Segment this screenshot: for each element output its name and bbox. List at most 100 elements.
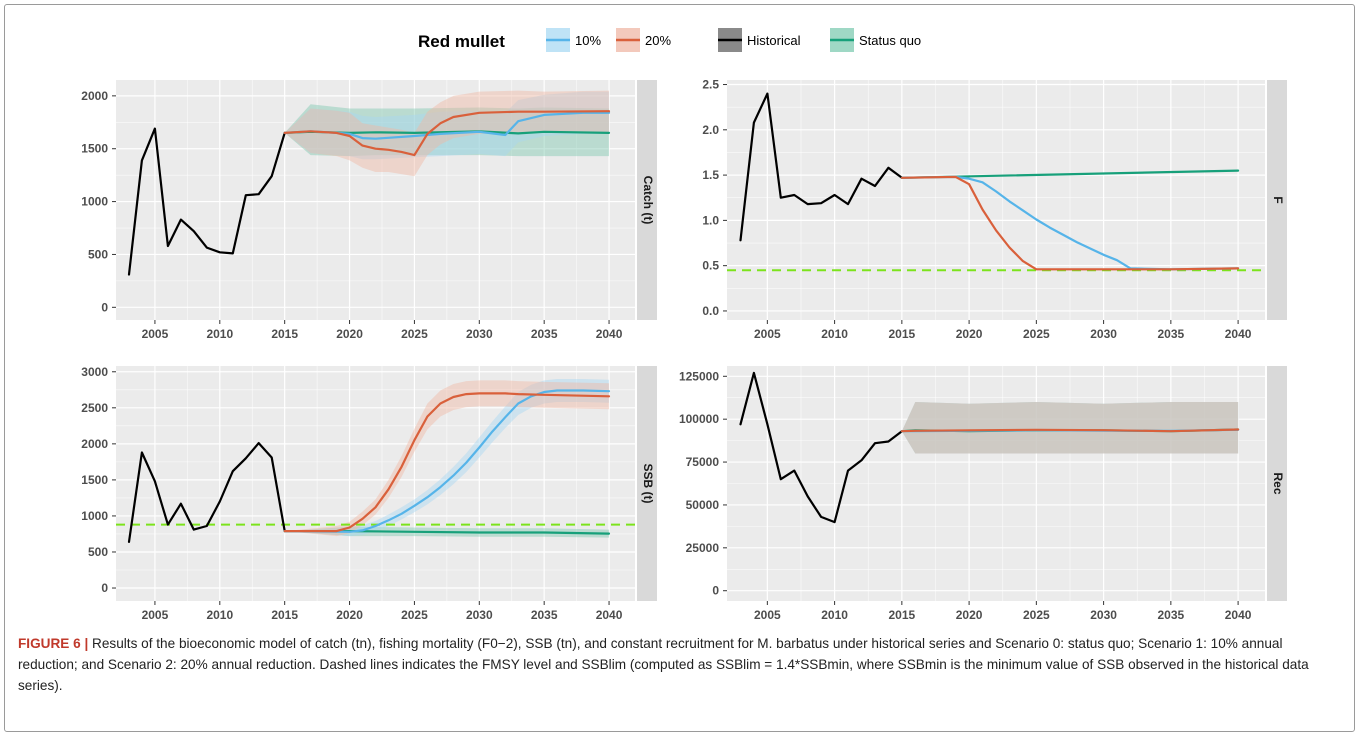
strip-label: Catch (t) <box>641 176 655 225</box>
legend-label-status-quo: Status quo <box>859 33 921 48</box>
legend-item-status-quo: Status quo <box>830 28 921 52</box>
x-tick-label: 2005 <box>754 608 781 622</box>
x-tick-label: 2015 <box>271 327 298 341</box>
y-tick-label: 1500 <box>81 473 108 487</box>
series-lines <box>739 371 1240 524</box>
x-tick-label: 2010 <box>821 327 848 341</box>
caption-label: FIGURE 6 | <box>18 636 89 651</box>
y-tick-label: 1.0 <box>702 213 719 227</box>
series-line-20 <box>900 175 1240 271</box>
x-tick-label: 2040 <box>1225 327 1252 341</box>
strip-background <box>1267 366 1287 601</box>
x-tick-label: 2035 <box>531 327 558 341</box>
panel-catch-t: 2005 2010 2015 2020 2025 2030 2035 2040 0 500 1000… <box>81 80 657 341</box>
x-tick-label: 2015 <box>888 608 915 622</box>
y-tick-label: 2000 <box>81 89 108 103</box>
series-line-10 <box>900 175 1240 271</box>
x-tick-label: 2035 <box>1157 327 1184 341</box>
series-line-20 <box>283 110 611 157</box>
legend-label-historical: Historical <box>747 33 801 48</box>
grid <box>727 366 1265 601</box>
legend-label-10: 10% <box>575 33 601 48</box>
caption-text: Results of the bioeconomic model of catc… <box>18 636 1309 693</box>
figure-caption: FIGURE 6 | Results of the bioeconomic mo… <box>18 633 1343 696</box>
x-tick-label: 2040 <box>1225 608 1252 622</box>
x-tick-label: 2030 <box>1090 608 1117 622</box>
y-tick-label: 2500 <box>81 401 108 415</box>
x-tick-label: 2010 <box>206 327 233 341</box>
y-tick-label: 0 <box>101 581 108 595</box>
legend-items: 10% 20% Historical Status quo <box>546 28 921 52</box>
series-line-historical <box>739 92 904 242</box>
y-tick-label: 125000 <box>679 369 719 383</box>
y-tick-label: 500 <box>88 247 108 261</box>
strip-label: SSB (t) <box>641 464 655 504</box>
grid <box>116 366 635 601</box>
strip-label: F <box>1271 196 1285 203</box>
band-status-quo <box>901 402 1239 454</box>
panel-background <box>116 80 635 320</box>
series-lines <box>739 92 1240 271</box>
x-tick-label: 2005 <box>754 327 781 341</box>
x-tick-label: 2025 <box>1023 608 1050 622</box>
x-tick-label: 2010 <box>206 608 233 622</box>
x-tick-label: 2010 <box>821 608 848 622</box>
legend-item-10: 10% <box>546 28 601 52</box>
x-tick-label: 2035 <box>1157 608 1184 622</box>
series-line-historical <box>127 442 286 544</box>
figure-canvas: Red mullet 10% 20% Historical Status quo 20… <box>81 28 1287 622</box>
x-tick-label: 2030 <box>1090 327 1117 341</box>
x-tick-label: 2025 <box>1023 327 1050 341</box>
x-tick-label: 2005 <box>142 608 169 622</box>
x-tick-label: 2025 <box>401 608 428 622</box>
panel-rec: 2005 2010 2015 2020 2025 2030 2035 2040 0 25000 50… <box>679 366 1287 622</box>
y-tick-label: 25000 <box>686 541 720 555</box>
strip-background <box>637 80 657 320</box>
legend: Red mullet 10% 20% Historical Status quo <box>418 28 921 52</box>
grid <box>727 80 1265 320</box>
y-tick-label: 100000 <box>679 412 719 426</box>
uncertainty-bands <box>901 402 1239 454</box>
series-lines <box>127 110 611 276</box>
x-tick-label: 2030 <box>466 608 493 622</box>
x-tick-label: 2020 <box>956 608 983 622</box>
panel-background <box>727 80 1265 320</box>
legend-label-20: 20% <box>645 33 671 48</box>
x-tick-label: 2005 <box>142 327 169 341</box>
y-tick-label: 75000 <box>686 455 720 469</box>
x-tick-label: 2040 <box>596 608 623 622</box>
series-line-20 <box>283 392 611 533</box>
strip-background <box>637 366 657 601</box>
x-tick-label: 2020 <box>336 608 363 622</box>
y-tick-label: 1500 <box>81 142 108 156</box>
band-10 <box>284 91 609 160</box>
series-lines <box>127 389 611 544</box>
x-tick-label: 2030 <box>466 327 493 341</box>
strip-background <box>1267 80 1287 320</box>
strip-label: Rec <box>1271 472 1285 494</box>
y-tick-label: 1.5 <box>702 168 719 182</box>
x-tick-label: 2020 <box>336 327 363 341</box>
panel-background <box>116 366 635 601</box>
x-tick-label: 2015 <box>271 608 298 622</box>
band-status-quo <box>284 104 609 157</box>
y-tick-label: 50000 <box>686 498 720 512</box>
y-tick-label: 0.0 <box>702 304 719 318</box>
chart-panels: 2005 2010 2015 2020 2025 2030 2035 2040 0 500 1000… <box>81 78 1287 622</box>
panel-ssb-t: 2005 2010 2015 2020 2025 2030 2035 2040 0 500 1000… <box>81 365 657 622</box>
y-tick-label: 2.5 <box>702 78 719 92</box>
x-tick-label: 2020 <box>956 327 983 341</box>
y-tick-label: 0 <box>712 584 719 598</box>
y-tick-label: 0 <box>101 300 108 314</box>
y-tick-label: 500 <box>88 545 108 559</box>
series-line-20 <box>900 428 1240 433</box>
band-20 <box>901 402 1239 454</box>
legend-item-historical: Historical <box>718 28 801 52</box>
y-tick-label: 2000 <box>81 437 108 451</box>
legend-title: Red mullet <box>418 32 505 51</box>
band-10 <box>901 402 1239 454</box>
series-line-10 <box>283 389 611 533</box>
series-line-historical <box>127 127 286 276</box>
x-tick-label: 2040 <box>596 327 623 341</box>
y-tick-label: 1000 <box>81 509 108 523</box>
